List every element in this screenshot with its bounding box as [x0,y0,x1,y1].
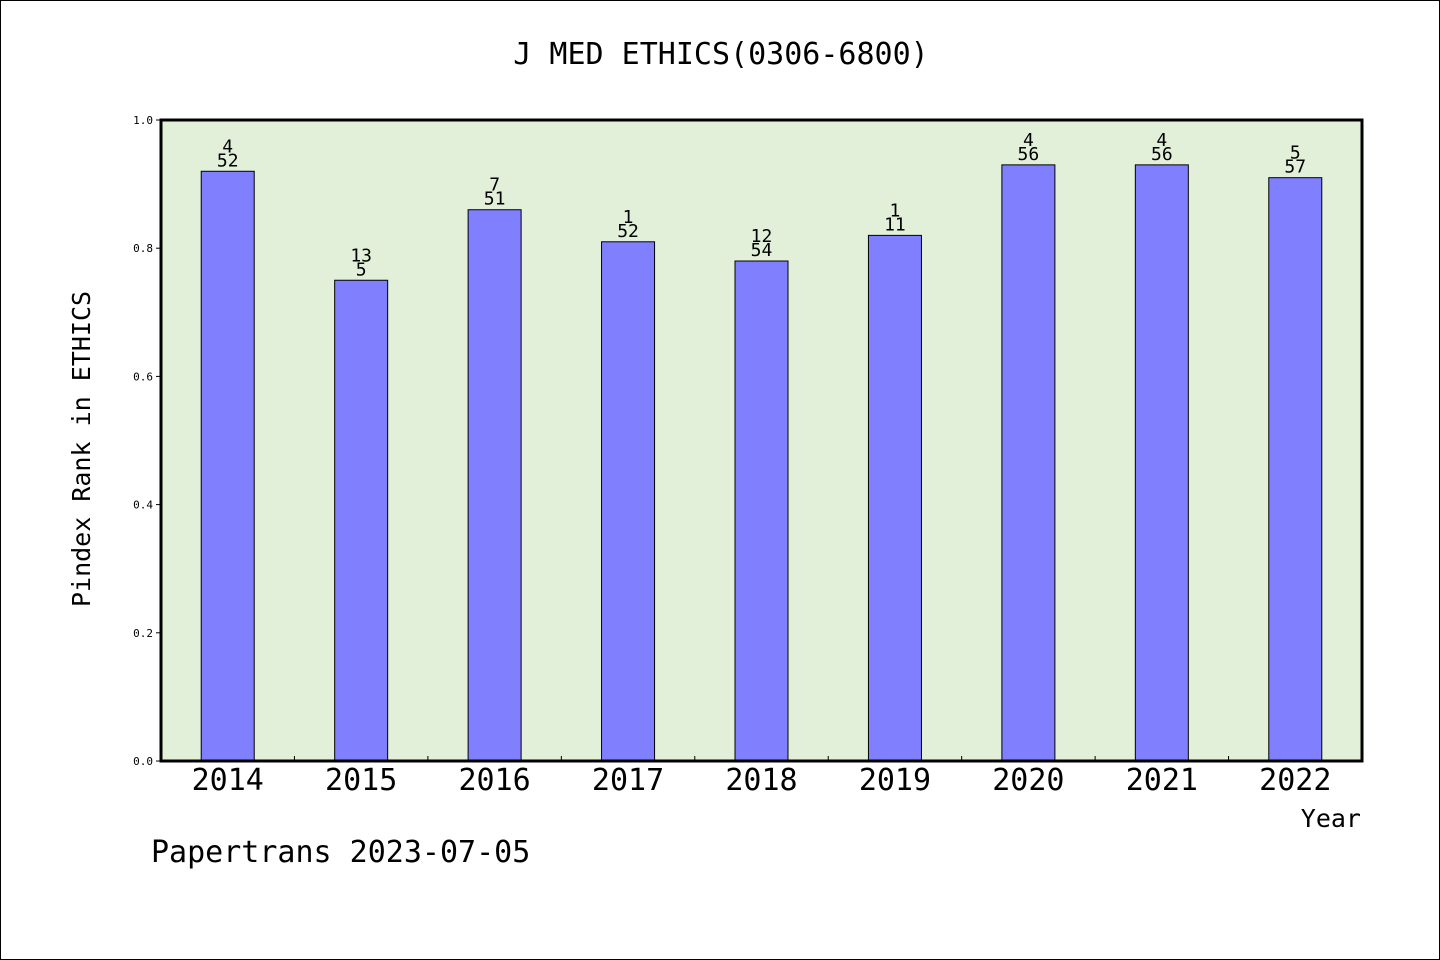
x-tick-label: 2019 [859,763,931,798]
bar-label-bottom: 54 [751,240,773,261]
x-tick-label: 2015 [325,763,397,798]
bar [334,279,389,762]
bar [734,260,789,762]
footer-text: Papertrans 2023-07-05 [151,835,531,870]
bar-label-bottom: 56 [1018,144,1040,165]
x-tick-label: 2017 [592,763,664,798]
bar-label-top: 5 [1290,143,1301,164]
bar [467,209,522,762]
y-tick-label: 1.0 [133,114,153,127]
y-tick-label: 0.8 [133,242,153,255]
bar [867,234,922,762]
bar-label-top: 7 [489,175,500,196]
bar-label-top: 4 [1023,130,1034,151]
bar-label-bottom: 51 [484,189,506,210]
bar-label-bottom: 52 [217,150,239,171]
bar-label-bottom: 11 [884,214,906,235]
bar-label-bottom: 56 [1151,144,1173,165]
x-tick-label: 2020 [992,763,1064,798]
y-tick-label: 0.0 [133,755,153,768]
y-axis-label: Pindex Rank in ETHICS [67,291,96,607]
bar-label-top: 4 [1156,130,1167,151]
x-tick-label: 2021 [1126,763,1198,798]
x-axis-label: Year [1301,804,1361,833]
x-tick-label: 2016 [458,763,530,798]
bar-label-top: 1 [623,207,634,228]
y-tick-label: 0.2 [133,627,153,640]
plot-border [159,118,1364,763]
bar-label-top: 4 [222,136,233,157]
bar [601,241,656,762]
x-tick-label: 2022 [1259,763,1331,798]
bar-label-bottom: 5 [356,259,367,280]
bar-label-bottom: 52 [617,221,639,242]
bar-label-top: 12 [751,226,773,247]
bar [1268,177,1323,762]
x-tick-label: 2014 [192,763,264,798]
bar-label-top: 13 [350,245,372,266]
chart-title: J MED ETHICS(0306-6800) [513,37,929,72]
bar-label-top: 1 [890,200,901,221]
x-tick-label: 2018 [725,763,797,798]
y-tick-label: 0.4 [133,499,153,512]
bar [1001,164,1056,762]
bar [1134,164,1189,762]
y-tick-label: 0.6 [133,370,153,383]
bar [200,170,255,762]
bar-label-bottom: 57 [1284,157,1306,178]
